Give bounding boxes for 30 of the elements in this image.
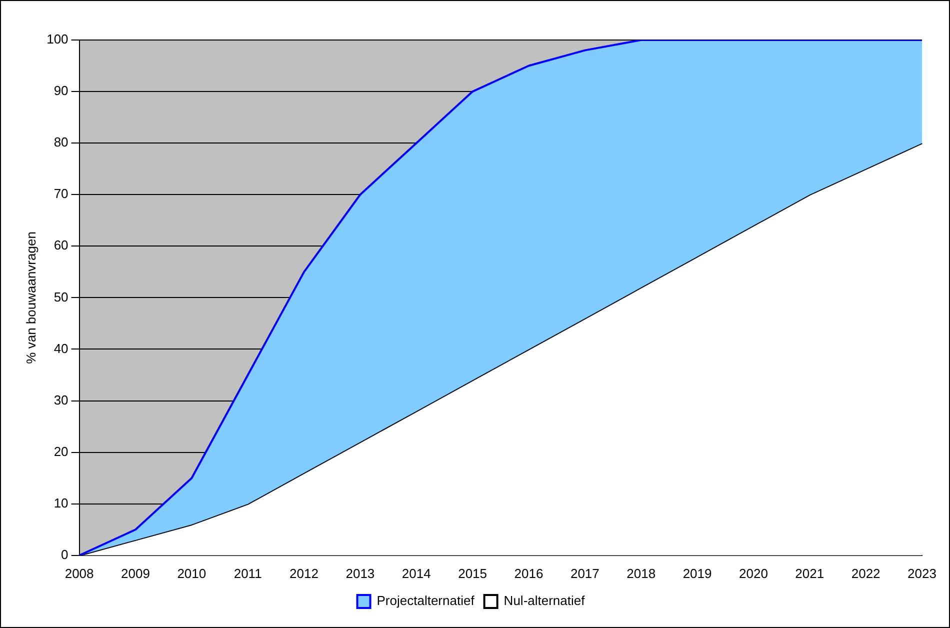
x-tick-label: 2014 — [402, 566, 431, 581]
x-tick-label: 2021 — [795, 566, 824, 581]
y-tick-label: 80 — [54, 134, 68, 150]
y-axis-title: % van bouwaanvragen — [23, 232, 38, 364]
y-tick-label: 0 — [61, 546, 68, 562]
y-tick-label: 60 — [54, 238, 68, 253]
y-tick-label: 50 — [54, 289, 68, 304]
x-tick-label: 2008 — [64, 566, 94, 581]
x-tick-label: 2023 — [908, 566, 936, 581]
legend-label: Nul-alternatief — [504, 593, 586, 608]
y-tick-label: 30 — [54, 392, 68, 408]
x-tick-label: 2010 — [177, 566, 206, 581]
y-tick-label: 40 — [54, 340, 68, 356]
x-tick-label: 2009 — [121, 566, 150, 581]
x-tick-label: 2019 — [682, 566, 712, 581]
x-tick-label: 2016 — [514, 566, 544, 581]
legend-label: Projectalternatief — [376, 593, 475, 608]
x-tick-label: 2018 — [626, 566, 656, 581]
x-tick-label: 2012 — [290, 566, 318, 581]
y-tick-label: 20 — [54, 444, 68, 459]
x-tick-label: 2017 — [570, 566, 600, 581]
x-tick-label: 2011 — [234, 566, 262, 581]
x-tick-label: 2020 — [738, 566, 768, 581]
y-tick-label: 90 — [54, 83, 68, 98]
y-tick-label: 70 — [54, 186, 68, 202]
y-tick-label: 100 — [46, 32, 68, 47]
x-tick-label: 2015 — [458, 566, 488, 581]
x-tick-label: 2022 — [851, 566, 880, 581]
y-tick-label: 10 — [54, 495, 68, 510]
x-tick-label: 2013 — [346, 566, 375, 581]
